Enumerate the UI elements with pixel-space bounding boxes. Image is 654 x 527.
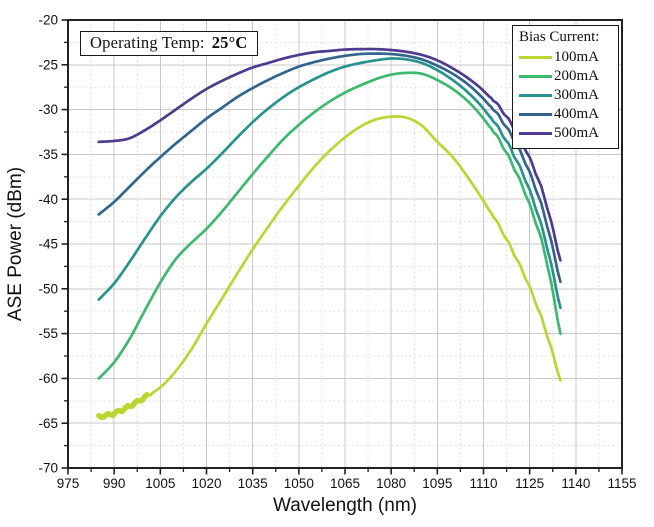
x-tick-label: 1155 — [607, 476, 636, 491]
curve-400mA — [97, 52, 562, 284]
x-tick-label: 1005 — [145, 476, 175, 491]
operating-temp-annotation: Operating Temp: 25°C — [80, 31, 258, 56]
legend-item-500mA: 500mA — [519, 124, 614, 143]
y-tick-label: -20 — [38, 13, 58, 28]
legend-item-label: 300mA — [554, 86, 599, 103]
y-tick-label: -70 — [38, 461, 58, 476]
x-tick-label: 975 — [57, 476, 80, 491]
legend-item-label: 500mA — [554, 124, 599, 141]
x-tick-label: 990 — [103, 476, 126, 491]
y-tick-label: -55 — [38, 326, 58, 341]
y-axis-title: ASE Power (dBm) — [5, 166, 26, 322]
legend-line-swatch — [519, 93, 552, 97]
x-tick-label: 1050 — [284, 476, 314, 491]
operating-temp-label: Operating Temp: — [90, 33, 205, 52]
legend-title: Bias Current: — [519, 29, 600, 45]
curve-200mA — [97, 71, 562, 380]
curve-300mA — [97, 57, 562, 310]
legend-item-200mA: 200mA — [519, 67, 614, 86]
legend-item-400mA: 400mA — [519, 105, 614, 124]
legend-item-label: 400mA — [554, 105, 599, 122]
y-tick-label: -40 — [38, 192, 58, 207]
series-curves — [96, 47, 562, 421]
legend-line-swatch — [519, 55, 552, 59]
curve-500mA — [97, 47, 562, 262]
y-tick-label: -60 — [38, 371, 58, 386]
x-tick-label: 1020 — [191, 476, 221, 491]
x-tick-label: 1125 — [515, 476, 544, 491]
curve-100mA — [97, 115, 562, 419]
x-tick-label: 1095 — [422, 476, 452, 491]
legend-item-label: 100mA — [554, 48, 599, 65]
legend-item-300mA: 300mA — [519, 86, 614, 105]
y-tick-label: -30 — [38, 102, 58, 117]
x-tick-label: 1065 — [330, 476, 360, 491]
x-tick-label: 1080 — [376, 476, 406, 491]
y-tick-label: -50 — [38, 281, 58, 296]
legend-line-swatch — [519, 74, 552, 78]
legend-item-label: 200mA — [554, 67, 599, 84]
x-tick-label: 1035 — [238, 476, 268, 491]
x-tick-label: 1140 — [561, 476, 590, 491]
y-tick-label: -35 — [38, 147, 58, 162]
x-tick-label: 1110 — [469, 476, 497, 491]
axes: 975 990 1005 1020 1035 1050 1065 1080 1095 1110 11… — [38, 13, 636, 491]
y-tick-label: -65 — [38, 416, 58, 431]
operating-temp-value: 25°C — [211, 33, 248, 52]
x-axis-title: Wavelength (nm) — [273, 495, 417, 516]
legend-line-swatch — [519, 131, 552, 135]
y-tick-label: -45 — [38, 237, 58, 252]
legend-line-swatch — [519, 112, 552, 116]
legend-box: Bias Current: 100mA 200mA 300mA 400mA 500mA — [512, 25, 619, 149]
y-tick-label: -25 — [38, 57, 58, 72]
legend-items: 100mA 200mA 300mA 400mA 500mA — [519, 48, 614, 143]
legend-item-100mA: 100mA — [519, 48, 614, 67]
